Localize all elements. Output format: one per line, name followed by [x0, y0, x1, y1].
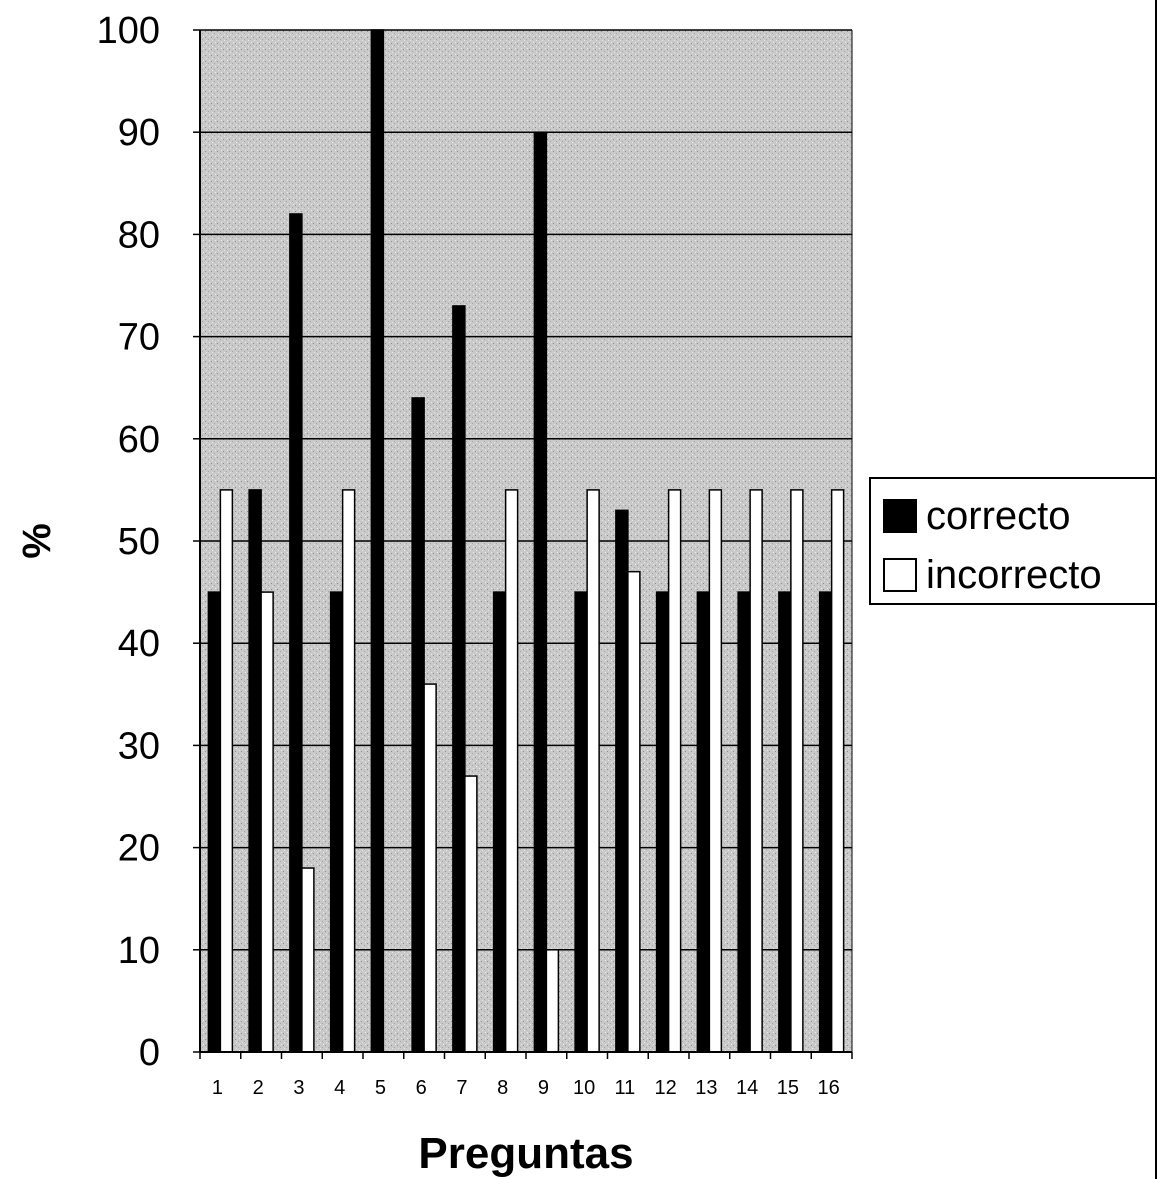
bar-correcto-3: [289, 213, 303, 1053]
x-tick-label: 2: [253, 1077, 264, 1099]
x-tick-labels: 1 2 3 4 5 6 7 8 9 10 11 12 13 14 15 16: [212, 1077, 840, 1099]
y-tick-label: 40: [118, 623, 160, 665]
bar-incorrecto-6: [423, 683, 437, 1053]
y-tick-label: 70: [118, 317, 160, 359]
bar-correcto-7: [452, 305, 466, 1053]
y-tick-label: 60: [118, 419, 160, 461]
x-tick-label: 4: [334, 1077, 345, 1099]
x-tick-label: 14: [736, 1077, 758, 1099]
y-tick-label: 100: [97, 10, 160, 52]
x-tick-label: 15: [777, 1077, 799, 1099]
x-tick-label: 1: [212, 1077, 223, 1099]
bars: [207, 29, 845, 1053]
bar-incorrecto-9: [545, 949, 560, 1053]
bar-incorrecto-11: [627, 570, 641, 1053]
axes: [193, 29, 853, 1059]
y-tick-labels: 0 10 20 30 40 50 60 70 80 90 100: [97, 10, 160, 1074]
y-tick-label: 0: [139, 1032, 160, 1074]
bar-incorrecto-3: [301, 867, 315, 1053]
bar-correcto-6: [411, 397, 425, 1053]
y-tick-label: 50: [118, 521, 160, 563]
x-tick-label: 13: [695, 1077, 717, 1099]
legend-label-incorrecto: incorrecto: [926, 553, 1102, 597]
legend: correcto incorrecto: [869, 477, 1157, 605]
bar-incorrecto-14: [749, 489, 763, 1053]
x-tick-label: 3: [293, 1077, 304, 1099]
bar-incorrecto-12: [667, 489, 682, 1053]
bar-correcto-8: [492, 591, 507, 1053]
x-tick-label: 12: [655, 1077, 677, 1099]
x-tick-label: 10: [573, 1077, 595, 1099]
x-tick-label: 7: [456, 1077, 467, 1099]
bar-incorrecto-15: [790, 489, 804, 1053]
x-tick-label: 8: [497, 1077, 508, 1099]
x-tick-label: 11: [614, 1077, 635, 1099]
y-tick-label: 80: [118, 214, 160, 256]
x-tick-label: 5: [375, 1077, 386, 1099]
bar-correcto-2: [248, 489, 262, 1053]
x-tick-label: 6: [416, 1077, 427, 1099]
bar-correcto-4: [329, 591, 344, 1053]
bar-correcto-11: [615, 509, 629, 1053]
y-tick-label: 20: [118, 828, 160, 870]
bar-incorrecto-13: [708, 489, 723, 1053]
legend-swatch-correcto: [883, 499, 917, 533]
legend-label-correcto: correcto: [926, 494, 1071, 538]
bar-correcto-16: [818, 591, 833, 1053]
x-tick-label: 16: [818, 1077, 840, 1099]
bar-correcto-5: [370, 29, 385, 1053]
bar-correcto-13: [696, 591, 711, 1053]
bar-incorrecto-8: [504, 489, 519, 1053]
bar-correcto-10: [574, 591, 588, 1053]
bar-incorrecto-4: [341, 489, 356, 1053]
bar-incorrecto-1: [219, 489, 234, 1053]
legend-swatch-incorrecto: [883, 558, 917, 592]
y-tick-label: 90: [118, 112, 160, 154]
bar-correcto-1: [207, 591, 222, 1053]
bar-incorrecto-10: [586, 489, 600, 1053]
x-axis-label: Preguntas: [418, 1129, 633, 1178]
legend-box: [869, 477, 1157, 605]
bar-incorrecto-2: [260, 591, 274, 1053]
bar-correcto-9: [533, 131, 548, 1053]
y-tick-label: 10: [118, 930, 160, 972]
bar-incorrecto-7: [464, 775, 478, 1053]
bar-correcto-14: [737, 591, 751, 1053]
bar-correcto-12: [655, 591, 670, 1053]
bar-incorrecto-16: [830, 489, 845, 1053]
y-axis-label: %: [15, 523, 59, 559]
x-tick-label: 9: [538, 1077, 549, 1099]
y-tick-label: 30: [118, 725, 160, 767]
bar-correcto-15: [778, 591, 792, 1053]
